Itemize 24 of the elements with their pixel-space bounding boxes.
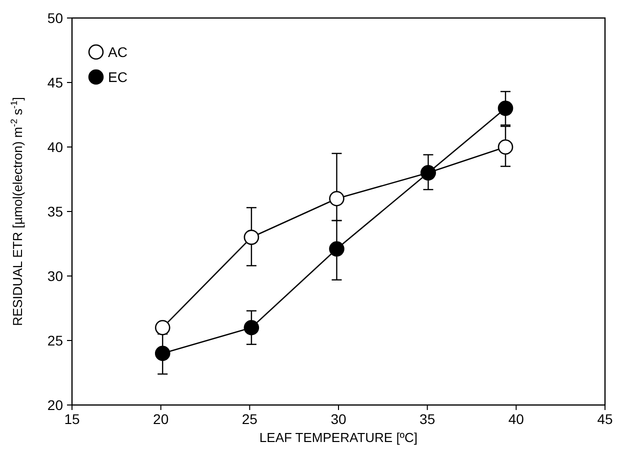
legend-label: EC bbox=[108, 69, 128, 85]
x-tick-label: 35 bbox=[420, 411, 436, 427]
x-axis-title: LEAF TEMPERATURE [ºC] bbox=[259, 430, 418, 445]
y-tick-label: 35 bbox=[47, 204, 64, 220]
point bbox=[244, 320, 260, 336]
x-tick-label: 30 bbox=[330, 411, 346, 427]
y-tick-label: 25 bbox=[47, 332, 64, 348]
point bbox=[244, 230, 260, 245]
legend-label: AC bbox=[108, 44, 128, 60]
point bbox=[498, 139, 514, 155]
y-tick-label: 30 bbox=[47, 268, 64, 284]
x-tick-label: 25 bbox=[242, 411, 258, 427]
y-tick-label: 40 bbox=[47, 139, 64, 155]
point bbox=[329, 190, 344, 206]
x-tick-label: 15 bbox=[64, 411, 80, 427]
y-tick-label: 20 bbox=[47, 397, 64, 413]
point bbox=[498, 100, 514, 116]
point bbox=[154, 346, 170, 362]
point bbox=[329, 241, 344, 257]
y-tick-label: 50 bbox=[47, 10, 64, 26]
x-tick-label: 45 bbox=[597, 411, 613, 427]
x-tick-label: 40 bbox=[508, 411, 524, 427]
x-tick-label: 20 bbox=[153, 411, 169, 427]
y-tick-label: 45 bbox=[47, 74, 64, 90]
